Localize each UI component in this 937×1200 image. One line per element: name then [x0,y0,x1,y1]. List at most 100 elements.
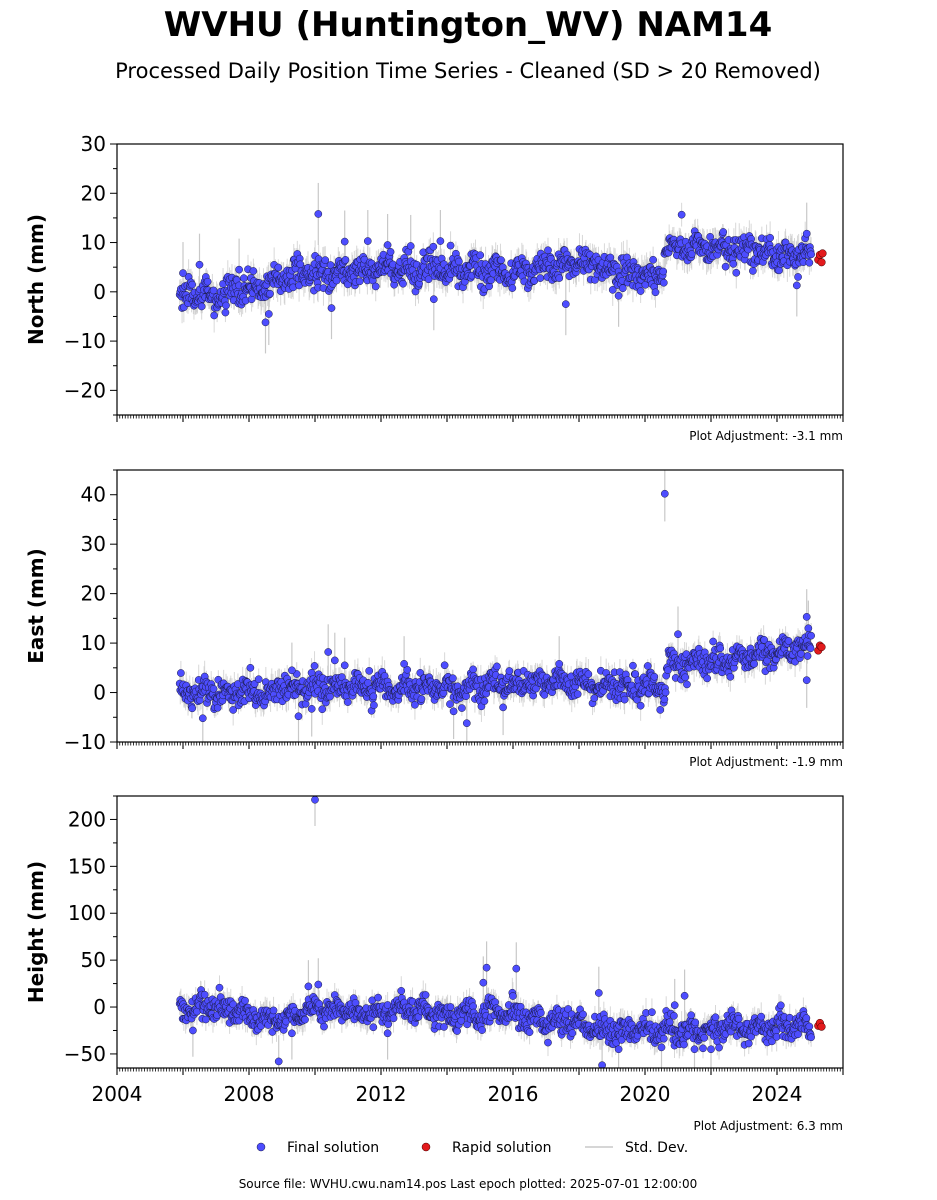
final-point-outlier [462,719,471,728]
y-tick-label: 10 [81,631,106,655]
final-point [805,258,814,267]
final-point [732,268,741,277]
y-tick-label: 20 [81,582,106,606]
final-point [429,242,438,251]
final-point [209,286,218,295]
final-point [416,669,425,677]
y-tick-label: 30 [81,132,106,156]
final-point [371,282,380,291]
final-point [656,706,665,714]
final-point [326,692,334,701]
final-point [784,637,793,645]
final-point [446,700,454,708]
y-tick-label: −10 [64,329,106,353]
final-point [807,631,815,640]
final-point-outlier [195,260,204,269]
rapid-point [818,249,827,258]
final-point-outlier [400,660,408,668]
rapid-point [817,642,826,652]
final-point [497,256,505,264]
final-point [455,257,463,266]
final-point-outlier [499,703,507,712]
final-point [341,256,350,264]
final-point [766,233,774,242]
final-point [188,704,197,713]
east-y-axis-label: East (mm) [24,548,48,664]
final-point [590,694,599,703]
final-point [446,241,455,250]
final-point [681,673,690,682]
final-point-outlier [327,304,336,312]
final-point-outlier [294,712,303,721]
final-point-outlier [307,705,316,713]
final-point-outlier [314,210,323,218]
y-tick-label: −10 [64,730,106,754]
final-point-outlier [802,613,811,621]
final-point [660,695,669,704]
final-point [643,662,652,670]
y-tick-label: 20 [81,181,106,205]
final-point [555,274,564,282]
final-point [716,644,725,653]
final-point-outlier [429,295,438,304]
final-point [584,670,593,678]
final-point [229,706,238,714]
final-point-outlier [555,660,564,668]
final-point [197,302,206,311]
final-point [403,665,412,674]
north-plot-area [175,182,827,354]
final-point-outlier [383,241,392,249]
final-point-outlier [330,656,339,665]
final-point-outlier [561,300,570,308]
final-point [417,695,426,703]
final-point [650,672,659,681]
final-point [249,267,258,275]
final-point-outlier [363,237,372,245]
final-point [209,684,218,693]
final-point [620,695,629,704]
final-point [794,273,802,281]
final-point [332,276,341,285]
final-point-outlier [261,318,270,327]
final-point [659,278,668,287]
figure-subtitle: Processed Daily Position Time Series - C… [115,59,821,83]
final-point [649,255,657,264]
y-tick-label: 30 [81,532,106,556]
final-point-outlier [804,624,813,633]
north-panel: −20 −10 0 10 20 30 North (mm) Plot Adjustment: … [24,132,844,443]
final-point [540,691,549,699]
final-point-outlier [340,237,349,246]
east-panel: −10 0 10 20 30 40 East (mm) Plot Adjustment: -1… [24,469,844,769]
final-point [386,248,395,256]
final-point [493,662,501,671]
final-point [729,260,738,268]
final-point [221,308,230,317]
final-point [177,669,185,677]
final-point [661,688,670,697]
height-plot-area [175,796,826,1068]
final-point [210,311,219,320]
final-point [618,284,627,293]
final-point [760,636,769,644]
y-tick-label: 0 [93,280,106,304]
final-point [355,277,364,286]
final-point [480,697,489,705]
final-point [203,277,212,286]
final-point [246,663,255,672]
final-point [370,701,378,710]
final-point-outlier [406,242,415,250]
final-point [318,705,327,714]
final-point [719,228,728,236]
final-point [721,262,730,271]
y-tick-label: −20 [64,378,106,402]
final-point [636,287,645,295]
east-std-dev-bars [179,470,812,742]
final-point-outlier [802,229,811,238]
final-point-outlier [235,265,243,274]
final-point [536,274,545,282]
final-point [399,279,407,288]
y-tick-label: 40 [81,483,106,507]
final-point [750,660,758,668]
final-point [365,667,374,675]
figure-title: WVHU (Huntington_WV) NAM14 [164,5,773,45]
